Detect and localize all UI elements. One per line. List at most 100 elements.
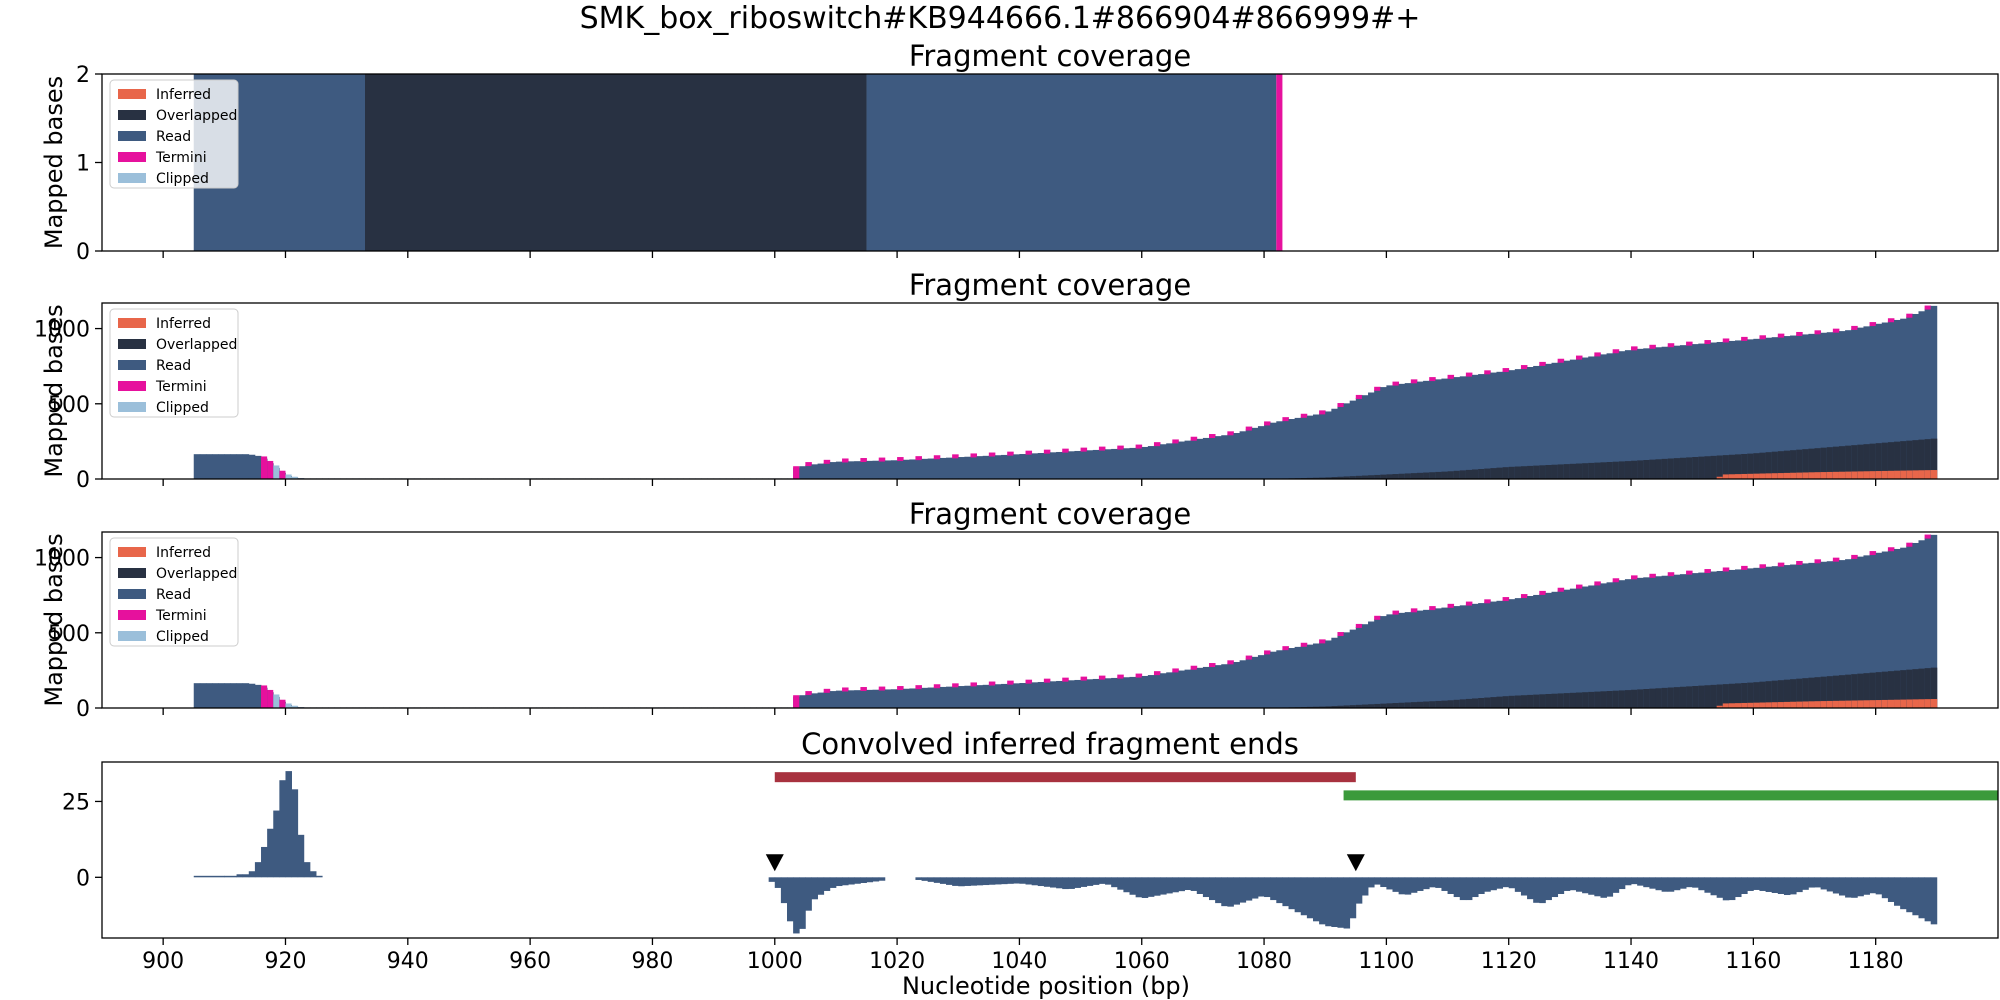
coverage-bar-read (842, 461, 849, 479)
coverage-bar-termini (1355, 394, 1363, 399)
coverage-bar-overlapped (1802, 678, 1809, 708)
coverage-bar-termini (1007, 680, 1014, 685)
legend-label-clipped: Clipped (156, 171, 209, 187)
coverage-bar-overlapped (1582, 692, 1589, 708)
coverage-bar-overlapped (1368, 475, 1375, 479)
coverage-bar-overlapped (1514, 695, 1522, 708)
convolved-bar (1808, 877, 1815, 888)
convolved-bar (1105, 877, 1112, 885)
coverage-bar-overlapped (1790, 679, 1797, 708)
convolved-bar (1575, 877, 1583, 892)
coverage-bar-read (1215, 665, 1222, 708)
coverage-bar-read (1790, 564, 1797, 708)
coverage-bar-read (1545, 363, 1552, 479)
coverage-bar-read (1092, 678, 1100, 708)
convolved-bar (1111, 877, 1118, 888)
coverage-bar-overlapped (1496, 696, 1503, 708)
convolved-bar (1178, 877, 1185, 892)
coverage-bar-read (1716, 570, 1724, 708)
coverage-bar-read (1802, 334, 1809, 479)
coverage-bar-read (946, 457, 953, 479)
coverage-bar-read (1092, 449, 1100, 479)
y-tick-label: 1000 (34, 547, 90, 572)
convolved-bar (958, 877, 965, 887)
coverage-bar-read (1612, 352, 1620, 479)
convolved-bar (1875, 877, 1883, 895)
coverage-bar-overlapped (1667, 458, 1675, 479)
coverage-bar-read (1502, 371, 1510, 479)
convolved-bar (1282, 877, 1289, 907)
convolved-bar (309, 871, 317, 878)
coverage-bar-clipped (291, 476, 298, 479)
coverage-bar-read (872, 460, 880, 479)
coverage-bar-inferred (1826, 471, 1834, 479)
coverage-bar-read (1276, 650, 1283, 708)
coverage-bar-read (1508, 599, 1516, 708)
coverage-bar-read (1441, 607, 1448, 708)
convolved-bar (1465, 877, 1473, 901)
coverage-bar-inferred (1796, 701, 1803, 708)
coverage-bar-read (811, 693, 818, 708)
coverage-bar-overlapped (1869, 672, 1877, 708)
coverage-bar-termini (1245, 426, 1253, 431)
plot-area (193, 305, 1938, 479)
coverage-bar-overlapped (1930, 438, 1938, 479)
coverage-bar-read (1135, 447, 1143, 479)
coverage-bar-read (1686, 344, 1693, 479)
coverage-bar-read (829, 462, 837, 479)
segment-bar-green (1343, 790, 1998, 801)
coverage-bar-read (799, 695, 806, 708)
coverage-bar-read (1306, 644, 1314, 708)
coverage-bar-read (946, 686, 953, 708)
coverage-bar-read (927, 687, 935, 708)
coverage-bar-read (1520, 597, 1528, 708)
legend-label-read: Read (156, 587, 191, 603)
coverage-bar-overlapped (1808, 448, 1815, 479)
coverage-bar-read (890, 460, 898, 479)
coverage-bar-read (1294, 417, 1302, 479)
convolved-bar (1050, 877, 1057, 888)
coverage-bar-read (1361, 395, 1369, 479)
coverage-bar-read (1251, 656, 1259, 708)
coverage-bar-read (1380, 616, 1387, 708)
coverage-bar-read (1569, 588, 1577, 708)
coverage-bar-inferred (1881, 470, 1889, 479)
coverage-bar-read (1423, 380, 1430, 479)
coverage-bar-read (1178, 441, 1185, 479)
coverage-bar-termini (1337, 403, 1344, 408)
coverage-bar-termini (842, 687, 849, 692)
coverage-bar-termini (842, 458, 849, 463)
convolved-bar (1722, 877, 1730, 901)
coverage-bar-termini (970, 682, 978, 687)
convolved-bar (267, 828, 274, 878)
coverage-bar-read (1459, 605, 1467, 708)
coverage-bar-read (1563, 360, 1571, 479)
convolved-bar (1459, 877, 1467, 901)
coverage-bar-read (1404, 383, 1412, 479)
coverage-bar-overlapped (1569, 463, 1577, 479)
coverage-bar-overlapped (1319, 706, 1326, 708)
convolved-bar (1679, 877, 1687, 889)
convolved-bar (1508, 877, 1516, 889)
coverage-bar-read (878, 460, 886, 479)
coverage-bar-overlapped (1545, 694, 1552, 708)
coverage-bar-overlapped (1661, 458, 1669, 479)
coverage-bar-read (1355, 397, 1363, 479)
coverage-bar-read (1759, 567, 1766, 708)
coverage-bar-read (1759, 338, 1766, 479)
coverage-bar-read (952, 457, 959, 479)
coverage-bar-termini (1429, 606, 1436, 611)
convolved-bar (927, 877, 935, 882)
coverage-bar-read (1227, 434, 1234, 479)
coverage-bar-overlapped (1392, 703, 1400, 708)
convolved-bar (976, 877, 984, 886)
coverage-bar-overlapped (1698, 456, 1705, 479)
coverage-bar-read (860, 690, 867, 708)
convolved-bar (1453, 877, 1461, 898)
convolved-bar (273, 810, 280, 878)
coverage-bar-overlapped (1447, 471, 1455, 479)
coverage-bar-read (1172, 671, 1179, 708)
coverage-bar-read (1875, 323, 1883, 479)
convolved-bar (1172, 877, 1179, 893)
coverage-bar-read (1575, 587, 1583, 708)
